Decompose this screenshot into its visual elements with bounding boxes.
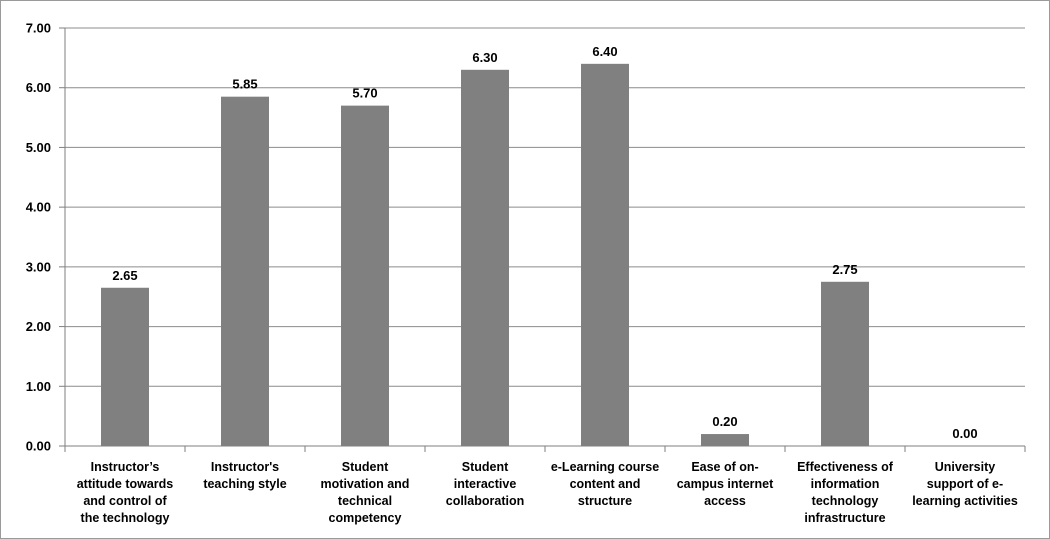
y-tick-label: 4.00 <box>26 200 51 215</box>
bar <box>701 434 749 446</box>
bars <box>101 63 869 447</box>
y-tick-label: 6.00 <box>26 80 51 95</box>
x-tick-label: technology <box>812 494 879 508</box>
y-tick-label: 0.00 <box>26 439 51 454</box>
labels: 0.00 1.00 2.00 3.00 4.00 5.00 6.00 7.00 2.65 5.85… <box>26 21 1018 526</box>
data-label: 6.40 <box>592 44 617 59</box>
x-tick-label: Student <box>462 460 509 474</box>
x-tick-label: motivation and <box>321 477 410 491</box>
y-tick-label: 7.00 <box>26 21 51 36</box>
x-tick-label: Instructor's <box>211 460 279 474</box>
x-tick-label: Effectiveness of <box>797 460 894 474</box>
x-tick-label: technical <box>338 494 392 508</box>
x-tick-label: Ease of on- <box>691 460 758 474</box>
data-label: 5.85 <box>232 77 257 92</box>
x-tick-label: Instructor’s <box>91 460 160 474</box>
data-label: 5.70 <box>352 86 377 101</box>
data-label: 0.20 <box>712 414 737 429</box>
data-label: 6.30 <box>472 50 497 65</box>
x-tick-label: infrastructure <box>804 511 885 525</box>
data-label: 2.75 <box>832 262 857 277</box>
data-label: 0.00 <box>952 426 977 441</box>
x-tick-label: University <box>935 460 995 474</box>
bar <box>461 69 509 447</box>
x-tick-label: attitude towards <box>77 477 174 491</box>
x-tick-label: information <box>811 477 880 491</box>
x-tick-label: e-Learning course <box>551 460 659 474</box>
x-tick-label: competency <box>329 511 402 525</box>
y-tick-label: 2.00 <box>26 319 51 334</box>
x-tick-label: access <box>704 494 746 508</box>
x-tick-label: support of e- <box>927 477 1003 491</box>
bar <box>821 281 869 446</box>
x-tick-label: teaching style <box>203 477 286 491</box>
x-tick-label: learning activities <box>912 494 1018 508</box>
x-tick-label: interactive <box>454 477 517 491</box>
x-tick-label: content and <box>570 477 641 491</box>
x-tick-label: collaboration <box>446 494 524 508</box>
x-tick-label: campus internet <box>677 477 774 491</box>
bar <box>221 96 269 447</box>
x-tick-label: structure <box>578 494 632 508</box>
x-tick-label: and control of <box>83 494 167 508</box>
axes <box>59 27 1026 452</box>
bar <box>581 63 629 446</box>
x-tick-label: Student <box>342 460 389 474</box>
data-label: 2.65 <box>112 268 137 283</box>
x-tick-label: the technology <box>81 511 170 525</box>
bar <box>341 105 389 446</box>
y-tick-label: 3.00 <box>26 259 51 274</box>
y-tick-label: 5.00 <box>26 140 51 155</box>
y-tick-label: 1.00 <box>26 379 51 394</box>
bar <box>101 287 149 446</box>
